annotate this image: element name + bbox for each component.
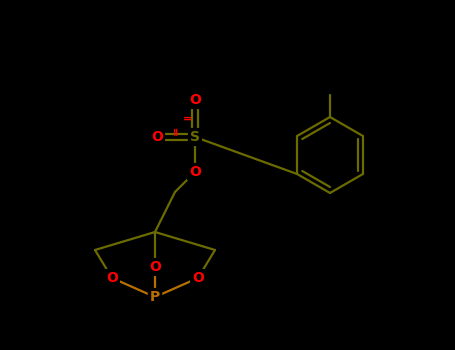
Text: O: O: [189, 93, 201, 107]
Text: O: O: [192, 271, 204, 285]
Text: P: P: [150, 290, 160, 304]
Text: O: O: [106, 271, 118, 285]
Text: O: O: [149, 260, 161, 274]
Text: S: S: [190, 130, 200, 144]
Text: O: O: [151, 130, 163, 144]
Text: O: O: [189, 165, 201, 179]
Text: =: =: [171, 125, 181, 135]
Text: =: =: [183, 113, 192, 124]
